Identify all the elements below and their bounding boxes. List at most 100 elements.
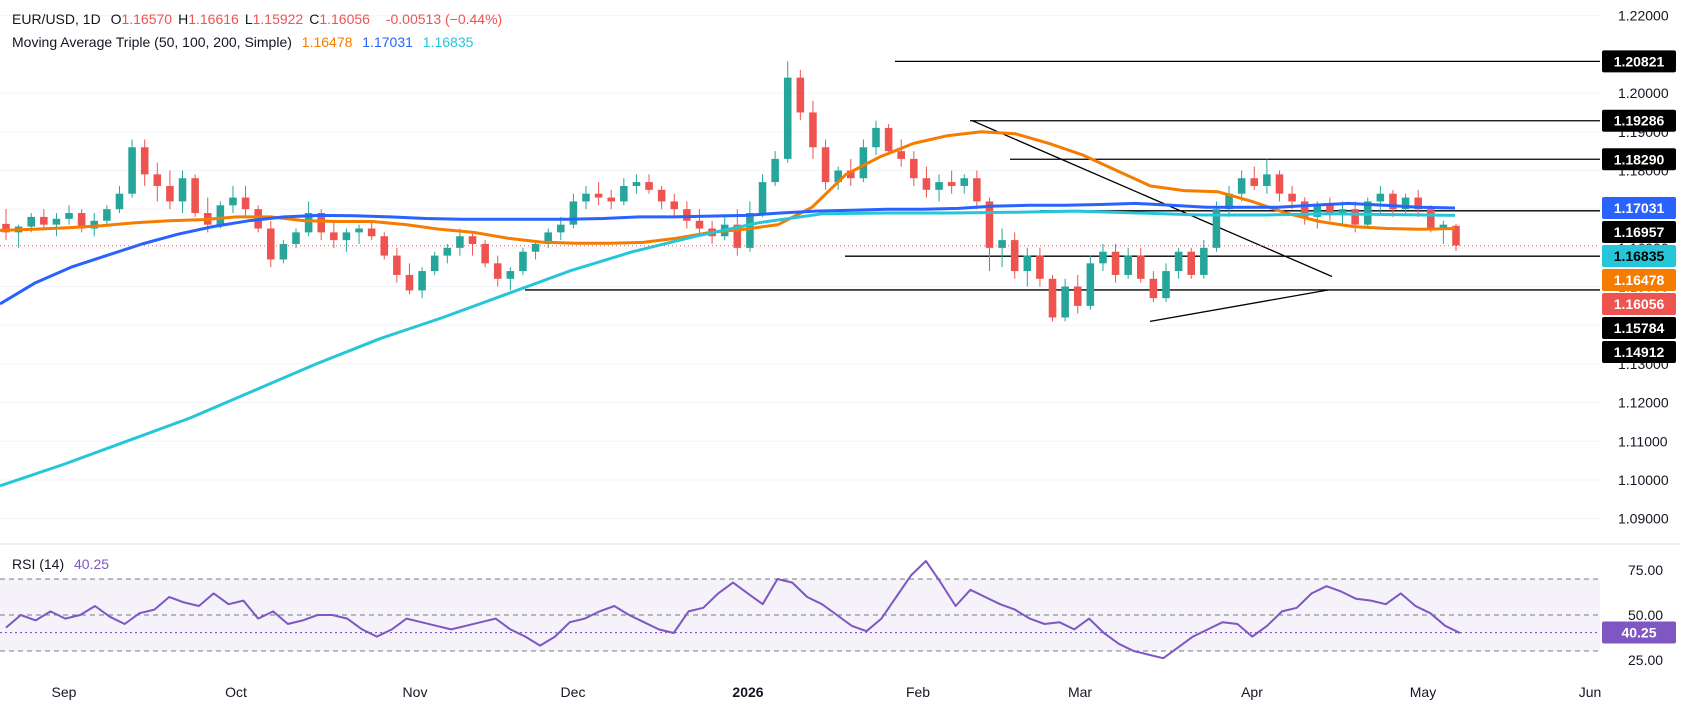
candle [758, 174, 767, 217]
candle [1174, 247, 1183, 279]
price-tick: 1.09000 [1618, 511, 1669, 527]
candle [910, 151, 918, 186]
candle-body [582, 193, 590, 202]
candle [115, 185, 124, 214]
candle [960, 174, 969, 194]
candle-body [355, 228, 363, 233]
candle-body [140, 147, 149, 175]
candle-body [809, 112, 817, 148]
candle-body [1414, 197, 1422, 210]
candle [594, 182, 603, 206]
candle [922, 166, 931, 198]
trendline [971, 119, 1333, 278]
candle-body [960, 178, 969, 186]
candle-body [342, 232, 351, 241]
candle-body [758, 182, 767, 214]
rsi-tick: 25.00 [1628, 652, 1663, 668]
candle-body [796, 77, 805, 113]
candle-body [683, 209, 691, 221]
candle [1073, 274, 1082, 314]
candle-body [443, 247, 452, 256]
candle [519, 247, 527, 275]
price-tag-label: 1.18290 [1614, 151, 1665, 167]
candle-body [657, 189, 666, 202]
candle [367, 220, 376, 241]
candle [897, 139, 905, 167]
candle-body [267, 228, 275, 260]
candle [544, 228, 552, 248]
ohlc-value-l: 1.15922 [252, 11, 304, 27]
price-tag: 1.19286 [1602, 109, 1676, 132]
candle [1086, 255, 1095, 310]
candle-body [922, 178, 931, 190]
candle [1162, 263, 1170, 303]
candle [1237, 170, 1246, 202]
price-tag: 1.20821 [1602, 50, 1676, 73]
candle-body [1099, 251, 1107, 264]
candle [1263, 159, 1271, 194]
candle-body [1036, 255, 1044, 279]
price-tag-box [1602, 244, 1676, 267]
candle-body [519, 251, 527, 272]
candle-body [304, 213, 313, 233]
candle [1414, 189, 1422, 217]
candle [695, 209, 704, 237]
price-tick: 1.10000 [1618, 472, 1669, 488]
price-tick: 1.12000 [1618, 395, 1669, 411]
ohlc-value-o: 1.16570 [121, 11, 173, 27]
candle [140, 139, 149, 186]
indicator-label: Moving Average Triple (50, 100, 200, Sim… [12, 34, 292, 50]
candle [493, 255, 502, 287]
candle-body [153, 174, 162, 186]
price-tick: 1.11000 [1618, 433, 1668, 449]
candle [1452, 223, 1460, 251]
candle [569, 193, 578, 229]
price-tag-box [1602, 268, 1676, 291]
candle-body [103, 209, 111, 221]
candle-body [1061, 286, 1069, 318]
candle-body [1174, 251, 1183, 272]
time-tick: Dec [561, 684, 586, 700]
price-tag-label: 1.17031 [1614, 200, 1665, 216]
candle [1137, 247, 1145, 283]
candle [191, 174, 199, 217]
candle [1389, 189, 1397, 217]
candle [430, 251, 439, 275]
price-tag-box [1602, 292, 1676, 315]
price-tag: 1.16957 [1602, 220, 1676, 243]
ma100-value: 1.17031 [362, 34, 413, 50]
candle-body [393, 255, 401, 275]
candle [607, 189, 615, 210]
candle [355, 224, 363, 244]
candle [821, 139, 830, 190]
time-tick: Jun [1579, 684, 1602, 700]
candle [166, 170, 174, 210]
candle [65, 205, 73, 225]
candle-body [1200, 247, 1208, 275]
candle [481, 240, 489, 268]
candle [670, 193, 679, 217]
candle-body [985, 201, 994, 248]
candle [468, 232, 477, 256]
candle [1124, 247, 1132, 279]
candle-body [1452, 225, 1460, 246]
time-tick: Nov [403, 684, 428, 700]
price-tag-box [1602, 148, 1676, 171]
candle [153, 162, 162, 202]
candle [783, 61, 792, 163]
candle [279, 240, 288, 264]
time-tick: Sep [52, 684, 77, 700]
change-value: -0.00513 (−0.44%) [385, 11, 503, 27]
price-tag-box [1602, 109, 1676, 132]
candle-body [481, 243, 489, 264]
candle [1048, 274, 1057, 322]
candle-body [40, 216, 48, 225]
price-tag: 1.14912 [1602, 340, 1676, 363]
candle-body [620, 185, 628, 202]
candle-body [1225, 193, 1233, 210]
candle [40, 209, 48, 229]
price-tag-label: 1.16835 [1614, 248, 1665, 264]
candle-body [847, 170, 855, 179]
candle [1439, 220, 1448, 244]
candle [241, 185, 250, 217]
